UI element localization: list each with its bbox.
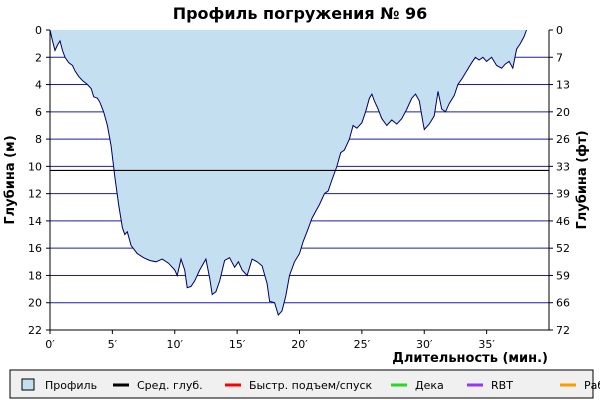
y-tick-label-ft: 46: [556, 215, 570, 228]
profile-line: [49, 29, 527, 316]
y-tick-label-ft: 52: [556, 242, 570, 255]
profile-area: [49, 29, 549, 316]
legend-label: RBT: [491, 379, 513, 392]
x-tick-label: 5′: [108, 338, 118, 351]
x-tick-label: 20′: [291, 338, 308, 351]
legend-box: [9, 369, 594, 399]
y-tick-label-m: 18: [28, 269, 42, 282]
y-tick-label-ft: 13: [556, 79, 570, 92]
y-tick-label-ft: 0: [556, 24, 563, 37]
x-tick-label: 35′: [478, 338, 495, 351]
y-tick-label-m: 12: [28, 188, 42, 201]
y-tick-label-m: 14: [28, 215, 42, 228]
y-axis-label-left: Глубина (м): [3, 135, 18, 224]
chart-title: Профиль погружения № 96: [173, 4, 428, 23]
y-tick-label-m: 22: [28, 324, 42, 337]
x-tick-label: 25′: [354, 338, 371, 351]
y-tick-label-m: 4: [35, 79, 42, 92]
y-tick-label-ft: 66: [556, 297, 570, 310]
y-tick-label-ft: 7: [556, 51, 563, 64]
y-axis-label-right: Глубина (фт): [575, 130, 590, 229]
profile-fill: [50, 30, 527, 315]
axes: [46, 29, 553, 334]
x-tick-label: 30′: [416, 338, 433, 351]
legend-label: Дека: [415, 379, 444, 392]
y-tick-label-m: 10: [28, 160, 42, 173]
y-tick-label-ft: 72: [556, 324, 570, 337]
legend-label: Быстр. подъем/спуск: [249, 379, 373, 392]
x-axis-label: Длительность (мин.): [392, 351, 548, 366]
legend-label: Раб.: [584, 379, 600, 392]
y-tick-label-ft: 20: [556, 106, 570, 119]
y-tick-label-m: 8: [35, 133, 42, 146]
y-tick-label-m: 20: [28, 297, 42, 310]
y-tick-label-m: 0: [35, 24, 42, 37]
y-tick-label-ft: 26: [556, 133, 570, 146]
legend-swatch: [21, 378, 35, 391]
x-tick-label: 0′: [45, 338, 55, 351]
legend-label: Сред. глуб.: [137, 379, 203, 392]
y-tick-label-m: 6: [35, 106, 42, 119]
legend-label: Профиль: [45, 379, 97, 392]
legend: Профиль Сред. глуб. Быстр. подъем/спуск Дек…: [9, 369, 600, 399]
x-tick-label: 10′: [167, 338, 184, 351]
y-tick-label-m: 16: [28, 242, 42, 255]
y-tick-label-ft: 33: [556, 160, 570, 173]
x-tick-label: 15′: [229, 338, 246, 351]
tick-labels: 0246810121416182022071320263339465259667…: [28, 24, 570, 351]
y-tick-label-ft: 59: [556, 269, 570, 282]
y-tick-label-m: 2: [35, 51, 42, 64]
y-tick-label-ft: 39: [556, 188, 570, 201]
